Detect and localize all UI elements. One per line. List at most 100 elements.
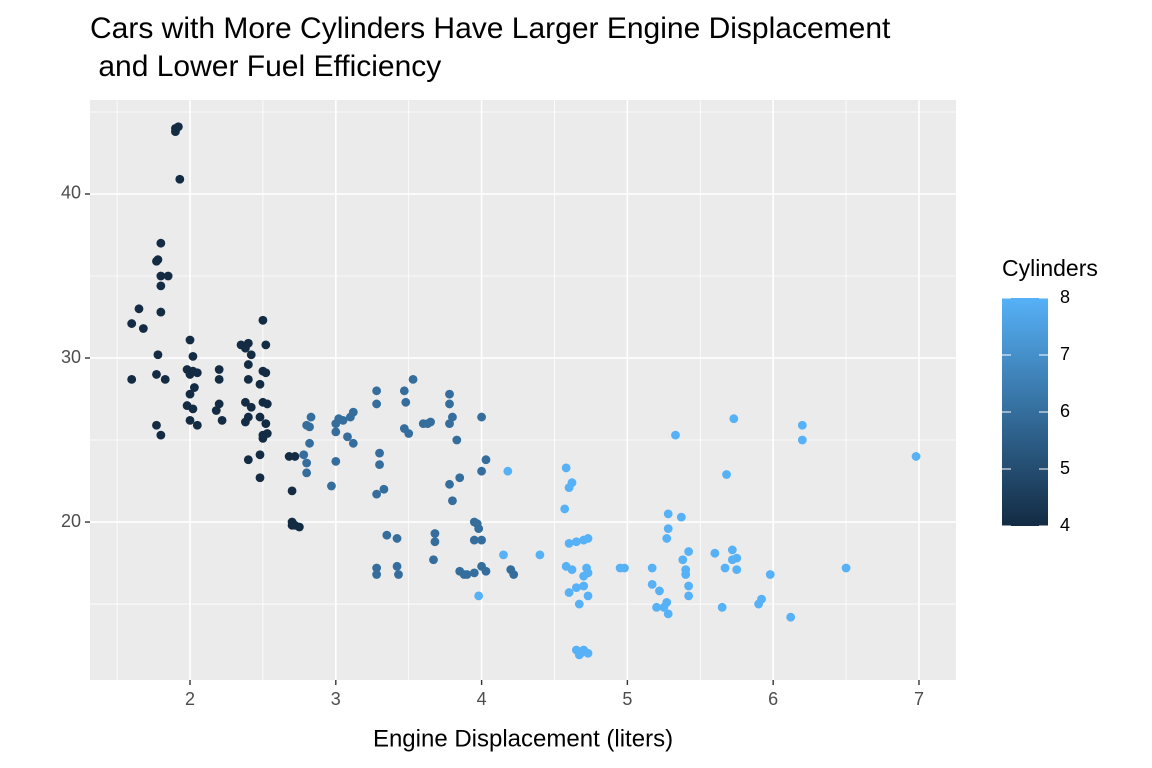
point [797, 420, 807, 430]
point [647, 579, 657, 589]
point [214, 374, 224, 384]
point [684, 547, 694, 556]
point [684, 591, 694, 601]
point [243, 360, 253, 369]
point [662, 598, 672, 607]
point [574, 650, 584, 660]
point [503, 466, 513, 476]
point [255, 412, 265, 422]
point [156, 307, 166, 317]
point [348, 438, 358, 448]
x-tick-label: 2 [185, 689, 195, 709]
point [134, 304, 144, 314]
point [647, 563, 657, 573]
point [579, 581, 589, 591]
point [583, 648, 593, 658]
point [211, 406, 221, 415]
point [343, 432, 352, 442]
point [258, 315, 268, 325]
point [171, 127, 180, 137]
point [294, 522, 304, 532]
point [243, 455, 253, 465]
point [722, 470, 731, 479]
point [583, 534, 593, 543]
point [445, 419, 454, 429]
y-tick-label: 20 [61, 511, 81, 531]
point [306, 412, 316, 422]
point [379, 484, 389, 494]
x-tick-label: 6 [768, 689, 778, 709]
point [255, 450, 265, 460]
point [156, 238, 166, 248]
chart-title: Cars with More Cylinders Have Larger Eng… [90, 12, 891, 83]
point [299, 450, 309, 460]
point [662, 534, 672, 543]
point [185, 335, 195, 345]
point [338, 415, 348, 425]
point [261, 368, 271, 378]
point [481, 566, 491, 576]
point [445, 399, 454, 409]
point [127, 374, 137, 384]
point [243, 374, 253, 384]
point [448, 412, 457, 422]
point [255, 379, 265, 389]
point [243, 338, 253, 348]
x-tick-label: 4 [477, 689, 487, 709]
point [681, 570, 691, 579]
point [452, 435, 462, 445]
point [448, 496, 457, 506]
legend-title: Cylinders [1002, 255, 1098, 281]
point [152, 370, 161, 379]
point [535, 550, 545, 560]
point [152, 256, 161, 266]
point [138, 324, 148, 333]
point [375, 460, 384, 470]
point [348, 407, 358, 417]
point [911, 452, 921, 461]
point [564, 538, 574, 548]
point [620, 563, 629, 573]
point [477, 535, 486, 545]
point [302, 468, 312, 478]
point [732, 553, 742, 563]
point [445, 479, 454, 489]
point [382, 530, 392, 540]
point [571, 583, 581, 593]
point [261, 340, 271, 350]
point [474, 524, 484, 534]
colorbar-label: 8 [1060, 287, 1070, 307]
colorbar-label: 4 [1060, 515, 1070, 535]
point [430, 529, 440, 538]
point [241, 397, 250, 407]
point [841, 563, 851, 573]
x-tick-label: 5 [622, 689, 632, 709]
x-axis-title: Engine Displacement (liters) [373, 725, 673, 752]
point [408, 374, 418, 384]
point [156, 430, 166, 440]
point [474, 591, 484, 601]
point [469, 568, 479, 578]
x-tick-label: 7 [914, 689, 924, 709]
point [331, 427, 341, 437]
point [302, 420, 312, 430]
point [710, 548, 720, 558]
point [445, 389, 454, 399]
panel [90, 100, 956, 680]
point [404, 429, 414, 438]
point [678, 555, 688, 565]
point [684, 581, 694, 591]
point [455, 473, 465, 483]
point [192, 420, 202, 430]
point [567, 478, 577, 488]
point [671, 430, 680, 440]
point [255, 473, 265, 483]
point [262, 399, 272, 409]
point [241, 417, 250, 427]
point [214, 365, 224, 374]
point [560, 504, 570, 514]
point [676, 512, 686, 522]
point [429, 555, 438, 565]
point [652, 602, 661, 612]
point [583, 568, 593, 578]
